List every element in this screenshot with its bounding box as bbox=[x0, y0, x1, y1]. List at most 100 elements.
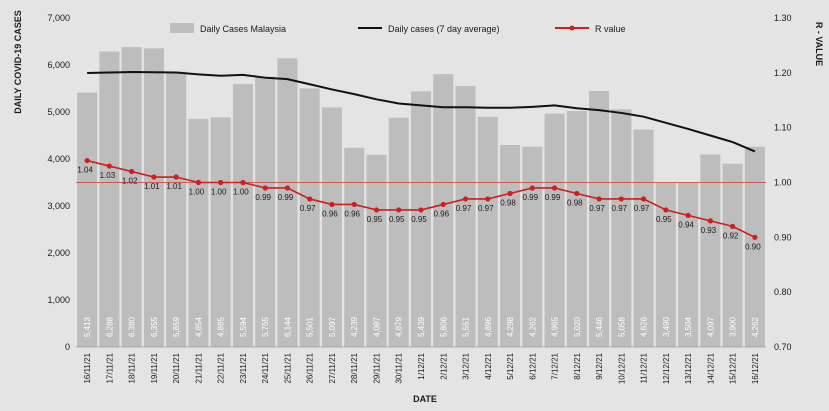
x-axis-title: DATE bbox=[413, 394, 437, 404]
series-line-7day-average bbox=[87, 71, 756, 153]
bar-value-label: 3,504 bbox=[684, 316, 693, 337]
bar-value-label: 4,239 bbox=[350, 316, 359, 337]
r-value-label: 0.90 bbox=[745, 242, 761, 251]
x-tick-label: 14/12/21 bbox=[706, 352, 715, 384]
r-value-label: 0.93 bbox=[701, 226, 717, 235]
r-value-label: 0.99 bbox=[255, 193, 271, 202]
y-tick-label: 0 bbox=[65, 342, 70, 352]
r-value-label: 1.02 bbox=[122, 177, 138, 186]
r-value-label: 1.00 bbox=[189, 188, 205, 197]
bar bbox=[188, 118, 209, 347]
x-tick-label: 6/12/21 bbox=[528, 352, 537, 379]
r-value-point bbox=[151, 174, 157, 180]
bar-value-label: 5,755 bbox=[261, 316, 270, 337]
r-value-label: 1.00 bbox=[233, 188, 249, 197]
bar-value-label: 5,859 bbox=[172, 316, 181, 337]
x-tick-label: 23/11/21 bbox=[239, 352, 248, 383]
r-value-label: 0.95 bbox=[656, 215, 672, 224]
r-value-point bbox=[752, 234, 758, 240]
x-tick-label: 10/12/21 bbox=[617, 352, 626, 384]
bar-value-label: 5,097 bbox=[328, 316, 337, 337]
bar-value-label: 4,262 bbox=[751, 316, 760, 337]
r-value-point bbox=[240, 179, 246, 186]
r-value-label: 1.03 bbox=[100, 171, 116, 180]
r-value-label: 0.98 bbox=[567, 198, 583, 207]
bar-value-label: 5,413 bbox=[83, 316, 92, 337]
r-value-point bbox=[284, 185, 291, 191]
bar-value-label: 6,380 bbox=[128, 316, 137, 337]
bar-value-label: 6,144 bbox=[283, 316, 292, 337]
r-value-label: 0.97 bbox=[612, 204, 628, 213]
bar bbox=[299, 88, 320, 347]
bar bbox=[633, 129, 654, 347]
x-tick-label: 30/11/21 bbox=[395, 352, 404, 383]
r-value-point bbox=[462, 196, 469, 202]
x-tick-label: 9/12/21 bbox=[595, 352, 604, 379]
x-tick-label: 4/12/21 bbox=[484, 352, 493, 379]
r-value-label: 0.99 bbox=[278, 193, 294, 202]
y-tick-label: 3,000 bbox=[47, 201, 70, 211]
y-axis-title: DAILY COVID-19 CASES bbox=[13, 10, 23, 114]
bar-value-label: 5,058 bbox=[617, 316, 626, 337]
x-tick-label: 25/11/21 bbox=[283, 352, 292, 383]
r-value-point bbox=[440, 201, 446, 208]
r-value-point bbox=[618, 196, 624, 202]
legend-label-avg: Daily cases (7 day average) bbox=[388, 24, 500, 34]
y-tick-label: 4,000 bbox=[47, 154, 70, 164]
r-value-point bbox=[551, 185, 558, 191]
r-value-point bbox=[640, 196, 647, 202]
legend-label-bar: Daily Cases Malaysia bbox=[200, 24, 286, 34]
x-tick-label: 19/11/21 bbox=[150, 352, 159, 383]
x-tick-label: 26/11/21 bbox=[306, 352, 315, 383]
r-value-point bbox=[351, 201, 357, 208]
bar-value-label: 3,900 bbox=[729, 316, 738, 337]
bar bbox=[410, 91, 432, 347]
r-value-label: 1.04 bbox=[77, 166, 93, 175]
r-value-point bbox=[307, 196, 313, 202]
x-tick-label: 7/12/21 bbox=[551, 352, 560, 379]
bar-value-label: 6,288 bbox=[105, 316, 114, 337]
bar bbox=[344, 147, 365, 347]
r-value-label: 0.97 bbox=[589, 204, 605, 213]
r-value-label: 0.97 bbox=[634, 204, 650, 213]
r-value-point bbox=[373, 207, 380, 213]
bar bbox=[611, 109, 632, 347]
y2-tick-label: 1.10 bbox=[774, 123, 792, 133]
y-tick-label: 2,000 bbox=[47, 248, 70, 258]
x-tick-label: 8/12/21 bbox=[573, 352, 582, 379]
bar-value-label: 4,965 bbox=[551, 316, 560, 337]
x-tick-label: 29/11/21 bbox=[372, 352, 381, 383]
r-value-point bbox=[106, 163, 112, 169]
legend-label-r: R value bbox=[595, 24, 626, 34]
bar bbox=[366, 154, 387, 347]
x-tick-label: 18/11/21 bbox=[128, 352, 137, 383]
y2-tick-label: 0.90 bbox=[774, 232, 792, 242]
r-value-point bbox=[396, 207, 402, 213]
r-value-label: 0.96 bbox=[344, 209, 360, 218]
bar-value-label: 5,439 bbox=[417, 316, 426, 337]
x-tick-label: 16/11/21 bbox=[83, 352, 92, 383]
r-value-point bbox=[173, 174, 179, 180]
x-tick-label: 1/12/21 bbox=[417, 352, 426, 379]
r-value-label: 1.00 bbox=[211, 188, 227, 197]
bar bbox=[455, 86, 476, 347]
bar bbox=[678, 182, 699, 347]
legend-marker-r bbox=[569, 25, 575, 31]
bar bbox=[500, 144, 521, 347]
r-value-label: 0.99 bbox=[523, 193, 539, 202]
bar-value-label: 5,551 bbox=[462, 316, 471, 337]
bar bbox=[121, 47, 142, 347]
bar bbox=[321, 107, 342, 347]
y-tick-label: 5,000 bbox=[47, 107, 70, 117]
y2-axis-title: R - VALUE bbox=[814, 22, 824, 66]
y2-tick-label: 1.00 bbox=[774, 178, 792, 188]
bar bbox=[655, 182, 676, 347]
r-value-point bbox=[262, 185, 268, 191]
bar bbox=[744, 146, 765, 347]
x-tick-label: 17/11/21 bbox=[105, 352, 114, 383]
bar bbox=[700, 154, 721, 347]
r-value-point bbox=[195, 179, 202, 186]
r-value-label: 1.01 bbox=[144, 182, 160, 191]
r-value-label: 0.95 bbox=[411, 215, 427, 224]
